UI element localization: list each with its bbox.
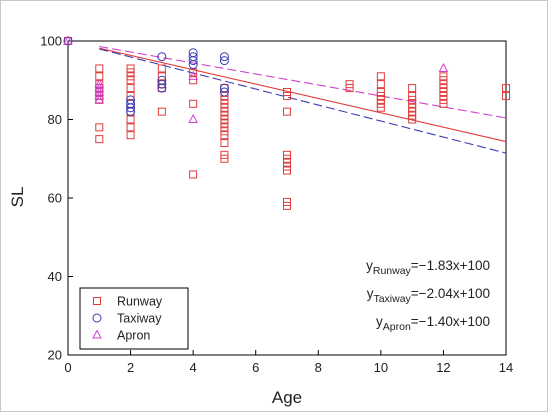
data-points: [63, 35, 510, 210]
regression-equations: yRunway=−1.83x+100 yTaxiway=−2.04x+100 yAp…: [366, 258, 490, 333]
legend-marker-taxiway: [92, 313, 102, 323]
equation-runway: yRunway=−1.83x+100: [366, 258, 490, 277]
taxiway-point: [219, 83, 229, 93]
y-tick-label: 100: [40, 34, 62, 49]
legend-label-apron: Apron: [117, 329, 150, 343]
runway-point: [283, 107, 291, 116]
taxiway-point: [188, 60, 198, 70]
taxiway-point: [126, 103, 136, 113]
runway-point: [376, 72, 385, 81]
y-tick-label: 40: [48, 269, 62, 284]
runway-point: [157, 107, 166, 116]
runway-point: [283, 201, 291, 210]
y-tick-label: 20: [48, 348, 62, 363]
fit-line-taxiway: [99, 48, 507, 154]
runway-point: [502, 91, 510, 100]
runway-point: [95, 123, 104, 132]
series-runway: [64, 37, 510, 210]
x-tick-label: 14: [499, 360, 513, 375]
x-axis-label: Age: [272, 388, 302, 407]
taxiway-point: [157, 79, 167, 89]
taxiway-point: [126, 107, 136, 117]
runway-point: [220, 154, 229, 163]
equation-taxiway: yTaxiway=−2.04x+100: [367, 286, 490, 305]
runway-point: [376, 80, 385, 89]
runway-point: [189, 170, 198, 179]
runway-point: [95, 135, 104, 144]
legend-marker-apron: [92, 329, 102, 339]
x-tick-label: 4: [190, 360, 197, 375]
taxiway-point: [157, 83, 167, 93]
runway-point: [126, 84, 135, 93]
y-tick-label: 80: [48, 112, 62, 127]
runway-point: [157, 64, 166, 73]
x-tick-label: 2: [127, 360, 134, 375]
x-tick-label: 12: [436, 360, 450, 375]
legend-marker-runway: [93, 297, 101, 305]
runway-point: [220, 139, 229, 148]
runway-point: [283, 166, 291, 175]
x-tick-label: 8: [315, 360, 322, 375]
x-tick-label: 10: [374, 360, 388, 375]
runway-point: [283, 91, 291, 100]
taxiway-point: [188, 56, 198, 66]
series-apron: [63, 35, 449, 123]
legend-label-taxiway: Taxiway: [117, 312, 162, 326]
legend-box: [79, 287, 189, 350]
runway-point: [345, 84, 354, 93]
fit-line-runway: [99, 47, 507, 143]
apron-point: [63, 35, 73, 45]
series-taxiway: [63, 36, 229, 117]
runway-point: [408, 115, 417, 124]
runway-point: [376, 103, 385, 112]
runway-point: [408, 84, 417, 93]
apron-point: [94, 94, 105, 104]
runway-point: [95, 64, 104, 73]
taxiway-point: [219, 56, 229, 66]
legend: Runway Taxiway Apron: [79, 287, 189, 350]
apron-point: [94, 90, 105, 100]
legend-label-runway: Runway: [117, 295, 163, 309]
equation-apron: yApron=−1.40x+100: [376, 314, 490, 333]
taxiway-point: [219, 52, 229, 62]
y-axis-label: SL: [8, 187, 27, 208]
runway-point: [189, 76, 198, 85]
runway-point: [126, 131, 135, 140]
x-tick-label: 6: [252, 360, 259, 375]
runway-point: [126, 123, 135, 132]
apron-point: [188, 70, 198, 80]
runway-point: [502, 84, 510, 93]
apron-point: [188, 113, 198, 123]
runway-point: [126, 115, 135, 124]
runway-point: [126, 76, 135, 85]
y-tick-label: 60: [48, 191, 62, 206]
apron-point: [438, 62, 449, 72]
x-tick-label: 0: [64, 360, 71, 375]
taxiway-point: [157, 52, 167, 62]
axes: 0 2 4 6 8 10 12 14 20 40 60 80 100: [40, 34, 513, 376]
fit-line-apron: [99, 45, 507, 119]
runway-point: [439, 99, 448, 108]
taxiway-point: [219, 87, 229, 97]
runway-point: [189, 99, 198, 108]
fit-lines: [99, 45, 507, 154]
runway-point: [220, 131, 229, 140]
